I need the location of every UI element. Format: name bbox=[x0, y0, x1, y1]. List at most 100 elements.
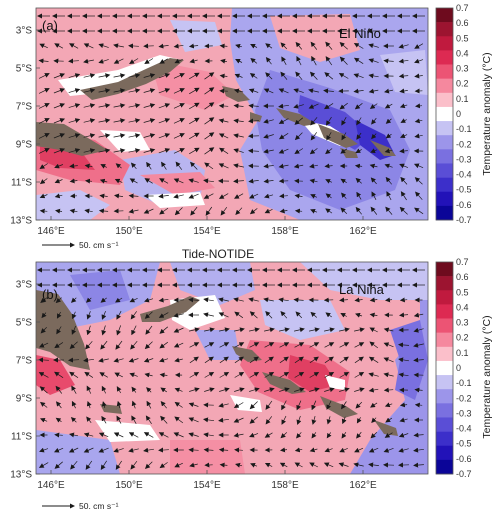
current-vector bbox=[399, 206, 408, 215]
current-vector bbox=[249, 387, 260, 393]
current-vector bbox=[278, 133, 289, 140]
current-vector bbox=[218, 417, 229, 423]
current-vector bbox=[85, 178, 93, 184]
current-vector bbox=[279, 208, 288, 214]
current-vector bbox=[249, 311, 258, 319]
colorbar-segment bbox=[436, 417, 453, 432]
current-vector bbox=[413, 447, 424, 453]
current-vector bbox=[233, 417, 244, 423]
current-vector bbox=[203, 447, 214, 453]
current-vector bbox=[173, 88, 185, 94]
colorbar-tick-label: -0.5 bbox=[456, 185, 472, 195]
current-vector bbox=[98, 148, 111, 154]
current-vector bbox=[189, 117, 200, 125]
x-tick-label: 146°E bbox=[37, 226, 65, 237]
current-vector bbox=[325, 148, 333, 155]
current-vector bbox=[101, 325, 107, 336]
current-vector bbox=[218, 118, 229, 124]
current-vector bbox=[354, 371, 365, 378]
colorbar-segment bbox=[436, 8, 453, 23]
current-vector bbox=[40, 401, 48, 408]
current-vector bbox=[54, 432, 63, 438]
current-vector bbox=[353, 462, 364, 468]
current-vector bbox=[326, 416, 332, 425]
colorbar-segment bbox=[436, 92, 453, 108]
colorbar-tick-label: -0.7 bbox=[456, 215, 472, 225]
y-tick-label: 3°S bbox=[16, 280, 33, 291]
current-vector bbox=[354, 447, 364, 453]
current-vector bbox=[339, 356, 349, 364]
current-vector bbox=[370, 206, 378, 215]
current-vector bbox=[398, 58, 409, 64]
current-vector bbox=[265, 43, 273, 49]
current-vector bbox=[248, 118, 259, 124]
current-vector bbox=[68, 118, 81, 123]
current-vector bbox=[219, 147, 229, 154]
current-vector bbox=[188, 447, 199, 453]
current-vector bbox=[174, 58, 183, 64]
current-vector bbox=[399, 297, 408, 303]
current-vector bbox=[116, 325, 122, 336]
current-vector bbox=[54, 163, 64, 169]
current-vector bbox=[218, 402, 229, 408]
current-vector bbox=[354, 387, 365, 393]
current-vector bbox=[188, 432, 199, 438]
current-vector bbox=[341, 401, 347, 410]
current-vector bbox=[128, 357, 139, 363]
current-vector bbox=[70, 417, 77, 423]
x-tick-label: 158°E bbox=[271, 480, 299, 491]
current-vector bbox=[368, 73, 379, 79]
colorbar-segment bbox=[436, 205, 453, 221]
current-vector bbox=[203, 193, 214, 199]
current-vector bbox=[188, 297, 199, 303]
x-axis-a: 146°E 150°E 154°E 158°E 162°E bbox=[37, 216, 377, 237]
current-vector bbox=[161, 161, 167, 170]
current-vector bbox=[85, 460, 93, 470]
current-vector bbox=[234, 371, 245, 378]
current-vector bbox=[173, 43, 184, 49]
current-vector bbox=[309, 327, 320, 333]
current-vector bbox=[323, 462, 334, 468]
current-vector bbox=[219, 73, 228, 79]
current-vector bbox=[309, 387, 320, 393]
current-vector bbox=[250, 462, 258, 468]
current-vector bbox=[98, 118, 111, 124]
current-vector bbox=[323, 88, 334, 94]
current-vector bbox=[368, 43, 379, 49]
current-vector bbox=[356, 417, 362, 424]
current-vector bbox=[145, 325, 153, 335]
current-vector bbox=[159, 462, 168, 469]
x-tick-label: 154°E bbox=[193, 226, 221, 237]
current-vector bbox=[39, 417, 48, 423]
current-vector bbox=[203, 312, 214, 318]
current-vector bbox=[158, 88, 171, 94]
current-vector bbox=[99, 193, 108, 199]
current-vector bbox=[356, 431, 362, 439]
current-vector bbox=[371, 133, 377, 140]
current-vector bbox=[98, 432, 109, 438]
current-vector bbox=[265, 400, 273, 410]
colorbar-tick-label: -0.3 bbox=[456, 154, 472, 164]
current-vector bbox=[98, 103, 111, 109]
current-vector bbox=[69, 178, 78, 184]
current-vector bbox=[54, 461, 63, 469]
current-vector bbox=[86, 400, 92, 409]
current-vector bbox=[100, 164, 107, 169]
current-vector bbox=[264, 432, 273, 438]
panel-b: (b) La Niña 3°S 5°S 7°S 9°S 11°S 13°S 146°E 15… bbox=[10, 257, 493, 511]
current-vector bbox=[265, 310, 273, 319]
current-vector bbox=[249, 327, 260, 333]
current-vector bbox=[128, 208, 139, 214]
current-vector bbox=[310, 194, 318, 199]
current-vector bbox=[279, 356, 289, 364]
current-vector bbox=[116, 415, 122, 424]
current-vector bbox=[325, 208, 333, 214]
current-vector bbox=[295, 311, 303, 319]
current-vector bbox=[69, 341, 78, 349]
current-vector bbox=[189, 87, 200, 95]
scale-arrow-b: 50. cm s⁻¹ bbox=[42, 501, 119, 511]
current-vector bbox=[249, 73, 258, 79]
current-vector bbox=[113, 118, 126, 124]
current-vector bbox=[160, 415, 168, 424]
colorbar-segment bbox=[436, 121, 453, 136]
